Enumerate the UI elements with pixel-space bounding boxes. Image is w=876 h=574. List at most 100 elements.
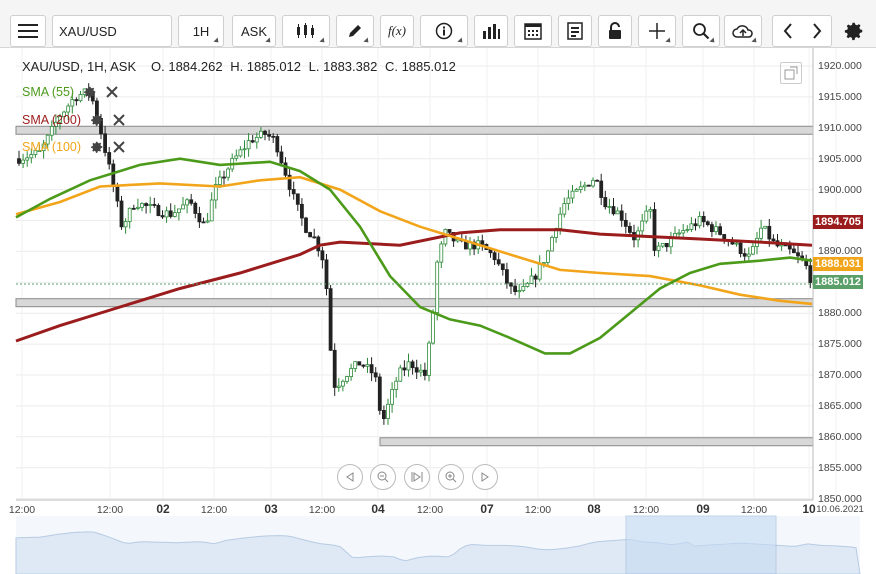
candle-body bbox=[521, 286, 526, 291]
candle-body bbox=[291, 189, 296, 195]
candle-body bbox=[345, 376, 349, 382]
y-tick-label: 1855.000 bbox=[818, 461, 862, 474]
candle-body bbox=[394, 380, 399, 390]
price-type-select[interactable]: ASK bbox=[232, 15, 276, 47]
candle-body bbox=[546, 250, 550, 263]
close-icon bbox=[113, 141, 125, 153]
expand-chart-button[interactable] bbox=[780, 62, 802, 84]
candle-body bbox=[381, 410, 386, 420]
gear-icon bbox=[844, 22, 863, 41]
crosshair-button[interactable] bbox=[638, 15, 676, 47]
nav-zoom-out-button[interactable] bbox=[370, 464, 396, 490]
candle-body bbox=[49, 126, 54, 136]
candle-body bbox=[738, 242, 743, 254]
indicator-settings-button[interactable] bbox=[89, 139, 105, 155]
candle-body bbox=[615, 210, 620, 215]
candle-body bbox=[263, 130, 267, 135]
candle-body bbox=[164, 210, 169, 218]
candle-body bbox=[45, 134, 50, 145]
nav-prev-button[interactable] bbox=[337, 464, 363, 490]
y-tick-label: 1880.000 bbox=[818, 307, 862, 320]
indicator-sma100: SMA (100) bbox=[22, 139, 133, 155]
crosshair-icon bbox=[649, 23, 665, 39]
function-button[interactable]: f(x) bbox=[380, 15, 414, 47]
indicator-label: SMA (100) bbox=[22, 140, 82, 154]
candle-body bbox=[685, 229, 690, 231]
candle-body bbox=[193, 202, 198, 214]
candle-body bbox=[759, 227, 763, 239]
candle-body bbox=[127, 207, 132, 222]
interval-select[interactable]: 1H bbox=[178, 15, 224, 47]
function-icon: f(x) bbox=[387, 23, 407, 38]
lock-button[interactable] bbox=[598, 15, 632, 47]
lock-icon bbox=[609, 22, 621, 39]
navigator[interactable] bbox=[15, 515, 861, 574]
nav-next-button[interactable] bbox=[472, 464, 498, 490]
candle-body bbox=[574, 189, 579, 192]
candle-body bbox=[213, 184, 218, 201]
candle-body bbox=[283, 162, 288, 176]
candle-body bbox=[209, 199, 214, 222]
candle-body bbox=[250, 140, 255, 143]
candle-body bbox=[226, 168, 231, 178]
cloud-save-button[interactable] bbox=[724, 15, 762, 47]
settings-button[interactable] bbox=[843, 20, 865, 47]
candle-body bbox=[131, 207, 136, 210]
draw-tool-button[interactable] bbox=[336, 15, 374, 47]
candle-body bbox=[652, 209, 657, 251]
instrument-label: XAU/USD, 1H, ASK bbox=[22, 59, 137, 74]
template-button[interactable] bbox=[558, 15, 592, 47]
hamburger-menu-icon bbox=[18, 24, 38, 38]
candle-body bbox=[320, 250, 325, 261]
candle-body bbox=[123, 221, 128, 228]
scroll-left-button[interactable] bbox=[773, 23, 802, 39]
symbol-input[interactable] bbox=[52, 15, 172, 47]
candle-body bbox=[603, 197, 608, 208]
candle-body bbox=[509, 282, 513, 287]
navigator-window[interactable] bbox=[625, 515, 777, 574]
moving-averages bbox=[15, 157, 813, 355]
candle-body bbox=[70, 99, 75, 107]
candle-body bbox=[787, 244, 792, 250]
indicator-remove-button[interactable] bbox=[111, 112, 127, 128]
y-tick-label: 1900.000 bbox=[818, 183, 862, 196]
candle-body bbox=[246, 140, 251, 150]
candle-body bbox=[742, 253, 747, 257]
indicator-settings-button[interactable] bbox=[82, 84, 98, 100]
calendar-button[interactable] bbox=[514, 15, 552, 47]
indicator-remove-button[interactable] bbox=[104, 84, 120, 100]
nav-fit-button[interactable] bbox=[404, 464, 430, 490]
price-chart[interactable] bbox=[0, 48, 876, 574]
candle-body bbox=[500, 263, 505, 271]
chart-type-button[interactable] bbox=[282, 15, 330, 47]
candle-body bbox=[570, 190, 575, 199]
candle-body bbox=[763, 225, 768, 229]
zoom-button[interactable] bbox=[682, 15, 720, 47]
candle-body bbox=[431, 312, 436, 344]
x-tick-label: 12:00 bbox=[524, 504, 552, 516]
candle-body bbox=[332, 349, 337, 388]
info-button[interactable] bbox=[420, 15, 468, 47]
candle-body bbox=[148, 203, 153, 207]
indicator-label: SMA (200) bbox=[22, 113, 82, 127]
close-icon bbox=[106, 86, 118, 98]
candlestick-icon bbox=[297, 23, 314, 38]
high-value: H. 1885.012 bbox=[230, 59, 302, 74]
candle-body bbox=[37, 150, 42, 153]
chart-area[interactable]: XAU/USD, 1H, ASK O. 1884.262 H. 1885.012… bbox=[0, 48, 876, 574]
candle-body bbox=[504, 269, 509, 284]
indicator-label: SMA (55) bbox=[22, 85, 75, 99]
zoom-in-icon bbox=[445, 471, 457, 483]
indicators-button[interactable] bbox=[474, 15, 508, 47]
candle-body bbox=[701, 216, 706, 223]
candle-body bbox=[710, 224, 714, 233]
indicator-settings-button[interactable] bbox=[89, 112, 105, 128]
info-icon bbox=[435, 22, 453, 40]
candle-body bbox=[550, 237, 554, 252]
nav-zoom-in-button[interactable] bbox=[438, 464, 464, 490]
scroll-right-button[interactable] bbox=[802, 23, 831, 39]
hamburger-menu-button[interactable] bbox=[10, 15, 46, 47]
indicator-remove-button[interactable] bbox=[111, 139, 127, 155]
y-tick-label: 1850.000 bbox=[818, 492, 862, 505]
gear-icon bbox=[84, 86, 96, 98]
